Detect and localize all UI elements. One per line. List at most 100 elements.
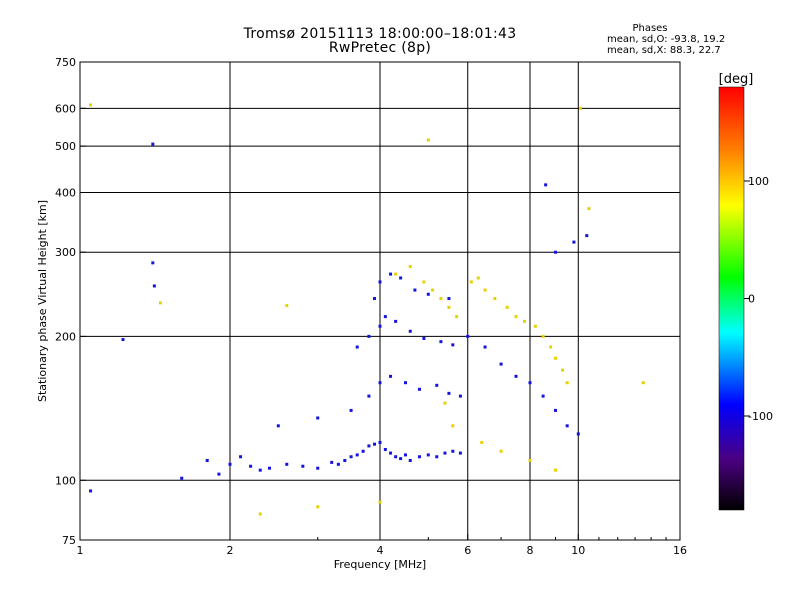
data-point xyxy=(367,334,371,338)
data-point xyxy=(480,440,484,444)
data-point xyxy=(466,334,470,338)
colorbar-label: [deg] xyxy=(719,72,754,87)
data-point xyxy=(431,288,435,292)
data-point xyxy=(417,387,421,391)
axis-ticks: 1 2 4 6 8 10 16 75 100 200 300 400 500 600 750 xyxy=(55,56,687,557)
chart-subtitle: RwPretec (8p) xyxy=(328,40,432,56)
data-point xyxy=(228,462,232,466)
data-point xyxy=(373,297,377,301)
data-point xyxy=(336,462,340,466)
data-point xyxy=(587,207,591,211)
data-point xyxy=(151,261,155,265)
data-point xyxy=(330,460,334,464)
data-point xyxy=(394,272,398,276)
x-tick-label: 6 xyxy=(464,544,471,557)
y-tick-label: 75 xyxy=(62,534,76,547)
data-point xyxy=(523,319,527,323)
chart-title: Tromsø 20151113 18:00:00–18:01:43 xyxy=(243,26,517,42)
data-point xyxy=(408,265,412,269)
data-point xyxy=(403,381,407,385)
data-point xyxy=(373,442,377,446)
data-point xyxy=(469,280,473,284)
data-points xyxy=(89,103,645,516)
data-point xyxy=(528,458,532,462)
x-tick-label: 1 xyxy=(77,544,84,557)
data-point xyxy=(394,319,398,323)
data-point xyxy=(505,305,509,309)
phase-stats-x: mean, sd,X: 88.3, 22.7 xyxy=(607,45,721,56)
data-point xyxy=(533,324,537,328)
data-point xyxy=(483,288,487,292)
data-point xyxy=(389,451,393,455)
data-point xyxy=(553,250,557,254)
x-tick-label: 16 xyxy=(673,544,687,557)
data-point xyxy=(476,276,480,280)
data-point xyxy=(493,297,497,301)
data-point xyxy=(349,408,353,412)
data-point xyxy=(378,324,382,328)
data-point xyxy=(276,424,280,428)
data-point xyxy=(447,305,451,309)
data-point xyxy=(367,444,371,448)
data-point xyxy=(528,381,532,385)
data-point xyxy=(572,240,576,244)
data-point xyxy=(447,391,451,395)
x-axis-label: Frequency [MHz] xyxy=(334,558,426,571)
data-point xyxy=(316,466,320,470)
data-point xyxy=(435,383,439,387)
data-point xyxy=(267,466,271,470)
y-tick-label: 750 xyxy=(55,56,76,69)
data-point xyxy=(553,408,557,412)
data-point xyxy=(422,280,426,284)
data-point xyxy=(355,345,359,349)
data-point xyxy=(561,368,565,372)
data-point xyxy=(426,138,430,142)
data-point xyxy=(455,315,459,319)
data-point xyxy=(439,297,443,301)
y-tick-label: 600 xyxy=(55,102,76,115)
data-point xyxy=(301,464,305,468)
data-point xyxy=(378,280,382,284)
data-point xyxy=(443,401,447,405)
y-axis-label: Stationary phase Virtual Height [km] xyxy=(36,200,49,402)
colorbar-tick-label: 100 xyxy=(748,175,769,188)
data-point xyxy=(514,315,518,319)
data-point xyxy=(408,458,412,462)
data-point xyxy=(158,301,162,305)
data-point xyxy=(514,374,518,378)
data-point xyxy=(249,464,253,468)
data-point xyxy=(541,334,545,338)
data-point xyxy=(553,356,557,360)
data-point xyxy=(413,288,417,292)
data-point xyxy=(383,447,387,451)
data-point xyxy=(180,476,184,480)
data-point xyxy=(458,451,462,455)
data-point xyxy=(578,106,582,110)
data-point xyxy=(576,432,580,436)
colorbar-tick-label: 0 xyxy=(748,293,755,306)
data-point xyxy=(447,297,451,301)
data-point xyxy=(399,457,403,461)
data-point xyxy=(499,449,503,453)
data-point xyxy=(258,468,262,472)
data-point xyxy=(417,455,421,459)
phase-stats-heading: Phases xyxy=(632,23,668,34)
data-point xyxy=(217,472,221,476)
data-point xyxy=(585,234,589,238)
data-point xyxy=(451,343,455,347)
y-tick-label: 500 xyxy=(55,140,76,153)
data-point xyxy=(121,338,125,342)
data-point xyxy=(378,500,382,504)
data-point xyxy=(239,455,243,459)
data-point xyxy=(355,453,359,457)
data-point xyxy=(394,455,398,459)
data-point xyxy=(451,449,455,453)
data-point xyxy=(285,304,289,308)
data-point xyxy=(443,451,447,455)
x-tick-label: 10 xyxy=(571,544,585,557)
colorbar-ticks: 100 0 -100 xyxy=(744,175,773,423)
data-point xyxy=(258,512,262,516)
data-point xyxy=(378,381,382,385)
data-point xyxy=(549,345,553,349)
x-tick-label: 2 xyxy=(227,544,234,557)
